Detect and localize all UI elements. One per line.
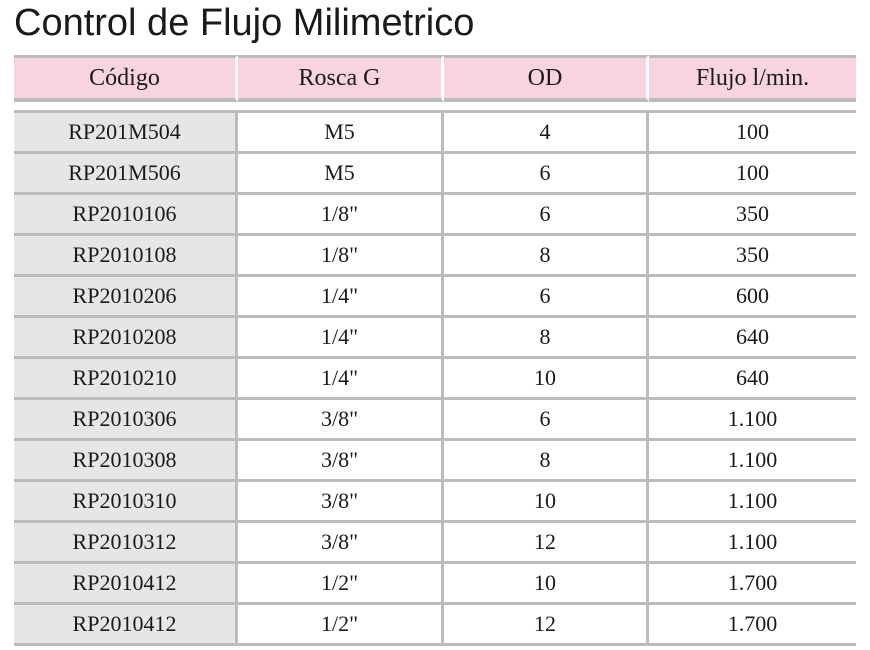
cell-flujo: 1.700 <box>649 605 856 646</box>
cell-rosca: 1/8" <box>238 236 444 277</box>
header-spacer-cell <box>14 102 856 110</box>
cell-flujo: 1.100 <box>649 400 856 441</box>
cell-flujo: 1.700 <box>649 564 856 605</box>
cell-rosca: M5 <box>238 154 444 195</box>
cell-flujo: 1.100 <box>649 482 856 523</box>
cell-od: 4 <box>444 110 649 154</box>
cell-od: 6 <box>444 195 649 236</box>
table-row: RP2010308 3/8" 8 1.100 <box>14 441 856 482</box>
cell-rosca: 3/8" <box>238 482 444 523</box>
cell-flujo: 350 <box>649 236 856 277</box>
cell-rosca: 3/8" <box>238 523 444 564</box>
column-header-rosca: Rosca G <box>238 55 444 102</box>
cell-codigo: RP2010412 <box>14 564 238 605</box>
table-header-row: Código Rosca G OD Flujo l/min. <box>14 55 856 102</box>
cell-flujo: 640 <box>649 359 856 400</box>
table-row: RP201M504 M5 4 100 <box>14 110 856 154</box>
cell-flujo: 1.100 <box>649 441 856 482</box>
cell-od: 6 <box>444 277 649 318</box>
table-row: RP2010306 3/8" 6 1.100 <box>14 400 856 441</box>
cell-codigo: RP2010312 <box>14 523 238 564</box>
cell-od: 12 <box>444 523 649 564</box>
table-body: RP201M504 M5 4 100 RP201M506 M5 6 100 RP2010106 1… <box>14 102 856 646</box>
cell-rosca: 1/4" <box>238 277 444 318</box>
cell-flujo: 100 <box>649 110 856 154</box>
table-row: RP2010412 1/2" 12 1.700 <box>14 605 856 646</box>
cell-codigo: RP2010208 <box>14 318 238 359</box>
cell-codigo: RP2010308 <box>14 441 238 482</box>
cell-rosca: 1/2" <box>238 564 444 605</box>
cell-codigo: RP201M504 <box>14 110 238 154</box>
cell-flujo: 600 <box>649 277 856 318</box>
table-row: RP2010310 3/8" 10 1.100 <box>14 482 856 523</box>
cell-flujo: 1.100 <box>649 523 856 564</box>
cell-codigo: RP2010108 <box>14 236 238 277</box>
cell-flujo: 100 <box>649 154 856 195</box>
cell-codigo: RP201M506 <box>14 154 238 195</box>
cell-rosca: 3/8" <box>238 441 444 482</box>
cell-rosca: 1/2" <box>238 605 444 646</box>
table-row: RP2010106 1/8" 6 350 <box>14 195 856 236</box>
cell-codigo: RP2010106 <box>14 195 238 236</box>
page-title: Control de Flujo Milimetrico <box>14 2 475 44</box>
cell-flujo: 640 <box>649 318 856 359</box>
cell-codigo: RP2010306 <box>14 400 238 441</box>
cell-od: 6 <box>444 154 649 195</box>
cell-codigo: RP2010412 <box>14 605 238 646</box>
flow-control-table: Código Rosca G OD Flujo l/min. RP201M504… <box>14 55 856 646</box>
cell-rosca: 1/4" <box>238 318 444 359</box>
cell-od: 8 <box>444 318 649 359</box>
cell-od: 10 <box>444 564 649 605</box>
table-row: RP2010312 3/8" 12 1.100 <box>14 523 856 564</box>
cell-od: 10 <box>444 359 649 400</box>
cell-flujo: 350 <box>649 195 856 236</box>
cell-od: 8 <box>444 441 649 482</box>
table-row: RP2010208 1/4" 8 640 <box>14 318 856 359</box>
header-spacer <box>14 102 856 110</box>
cell-codigo: RP2010206 <box>14 277 238 318</box>
cell-rosca: 1/4" <box>238 359 444 400</box>
cell-rosca: 1/8" <box>238 195 444 236</box>
cell-rosca: 3/8" <box>238 400 444 441</box>
cell-od: 6 <box>444 400 649 441</box>
table-row: RP2010210 1/4" 10 640 <box>14 359 856 400</box>
column-header-codigo: Código <box>14 55 238 102</box>
table-row: RP201M506 M5 6 100 <box>14 154 856 195</box>
cell-od: 10 <box>444 482 649 523</box>
column-header-flujo: Flujo l/min. <box>649 55 856 102</box>
cell-codigo: RP2010310 <box>14 482 238 523</box>
cell-od: 12 <box>444 605 649 646</box>
column-header-od: OD <box>444 55 649 102</box>
cell-od: 8 <box>444 236 649 277</box>
cell-rosca: M5 <box>238 110 444 154</box>
table-row: RP2010108 1/8" 8 350 <box>14 236 856 277</box>
table-row: RP2010412 1/2" 10 1.700 <box>14 564 856 605</box>
cell-codigo: RP2010210 <box>14 359 238 400</box>
table-row: RP2010206 1/4" 6 600 <box>14 277 856 318</box>
